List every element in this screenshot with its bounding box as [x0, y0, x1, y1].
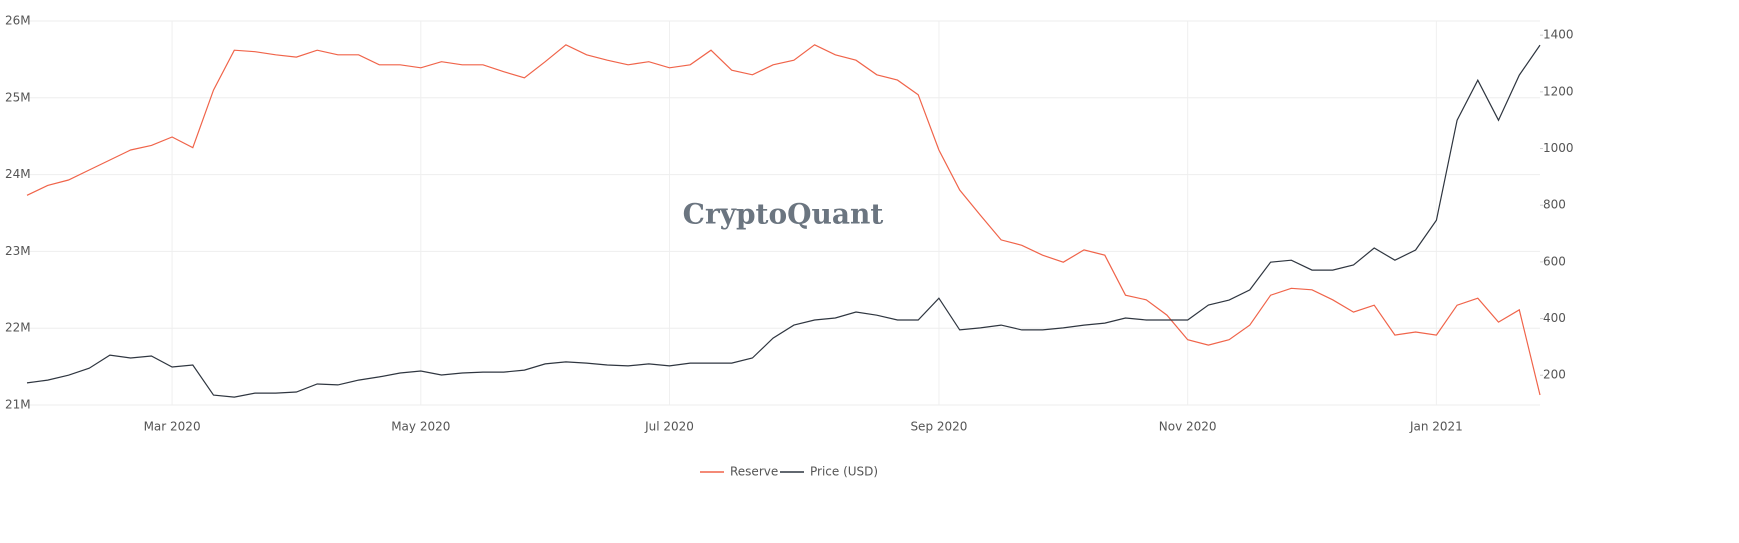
y-tick-label: 26M [5, 14, 31, 28]
x-tick-label: Jul 2020 [644, 420, 694, 434]
y2-tick-label: 1400 [1543, 28, 1574, 42]
y-tick-label: 21M [5, 398, 31, 412]
series-line [26, 44, 1541, 398]
y-tick-label: 23M [5, 244, 31, 258]
y-tick-label: 24M [5, 167, 31, 181]
y2-tick-label: 1000 [1543, 141, 1574, 155]
watermark: CryptoQuant [683, 198, 884, 231]
y-tick-label: 25M [5, 90, 31, 104]
y2-tick-label: 800 [1543, 198, 1566, 212]
legend-item: Reserve [700, 465, 778, 479]
x-tick-label: May 2020 [391, 420, 450, 434]
x-tick-label: Mar 2020 [144, 420, 201, 434]
y2-tick-label: 200 [1543, 368, 1566, 382]
x-tick-label: Sep 2020 [910, 420, 967, 434]
series-line [26, 44, 1541, 396]
y2-tick-label: 600 [1543, 254, 1566, 268]
legend-label: Price (USD) [810, 465, 878, 479]
legend-item: Price (USD) [780, 465, 878, 479]
x-tick-label: Jan 2021 [1409, 420, 1463, 434]
y2-tick-label: 1200 [1543, 84, 1574, 98]
legend-label: Reserve [730, 465, 778, 479]
y-tick-label: 22M [5, 321, 31, 335]
x-tick-label: Nov 2020 [1159, 420, 1217, 434]
y2-tick-label: 400 [1543, 311, 1566, 325]
